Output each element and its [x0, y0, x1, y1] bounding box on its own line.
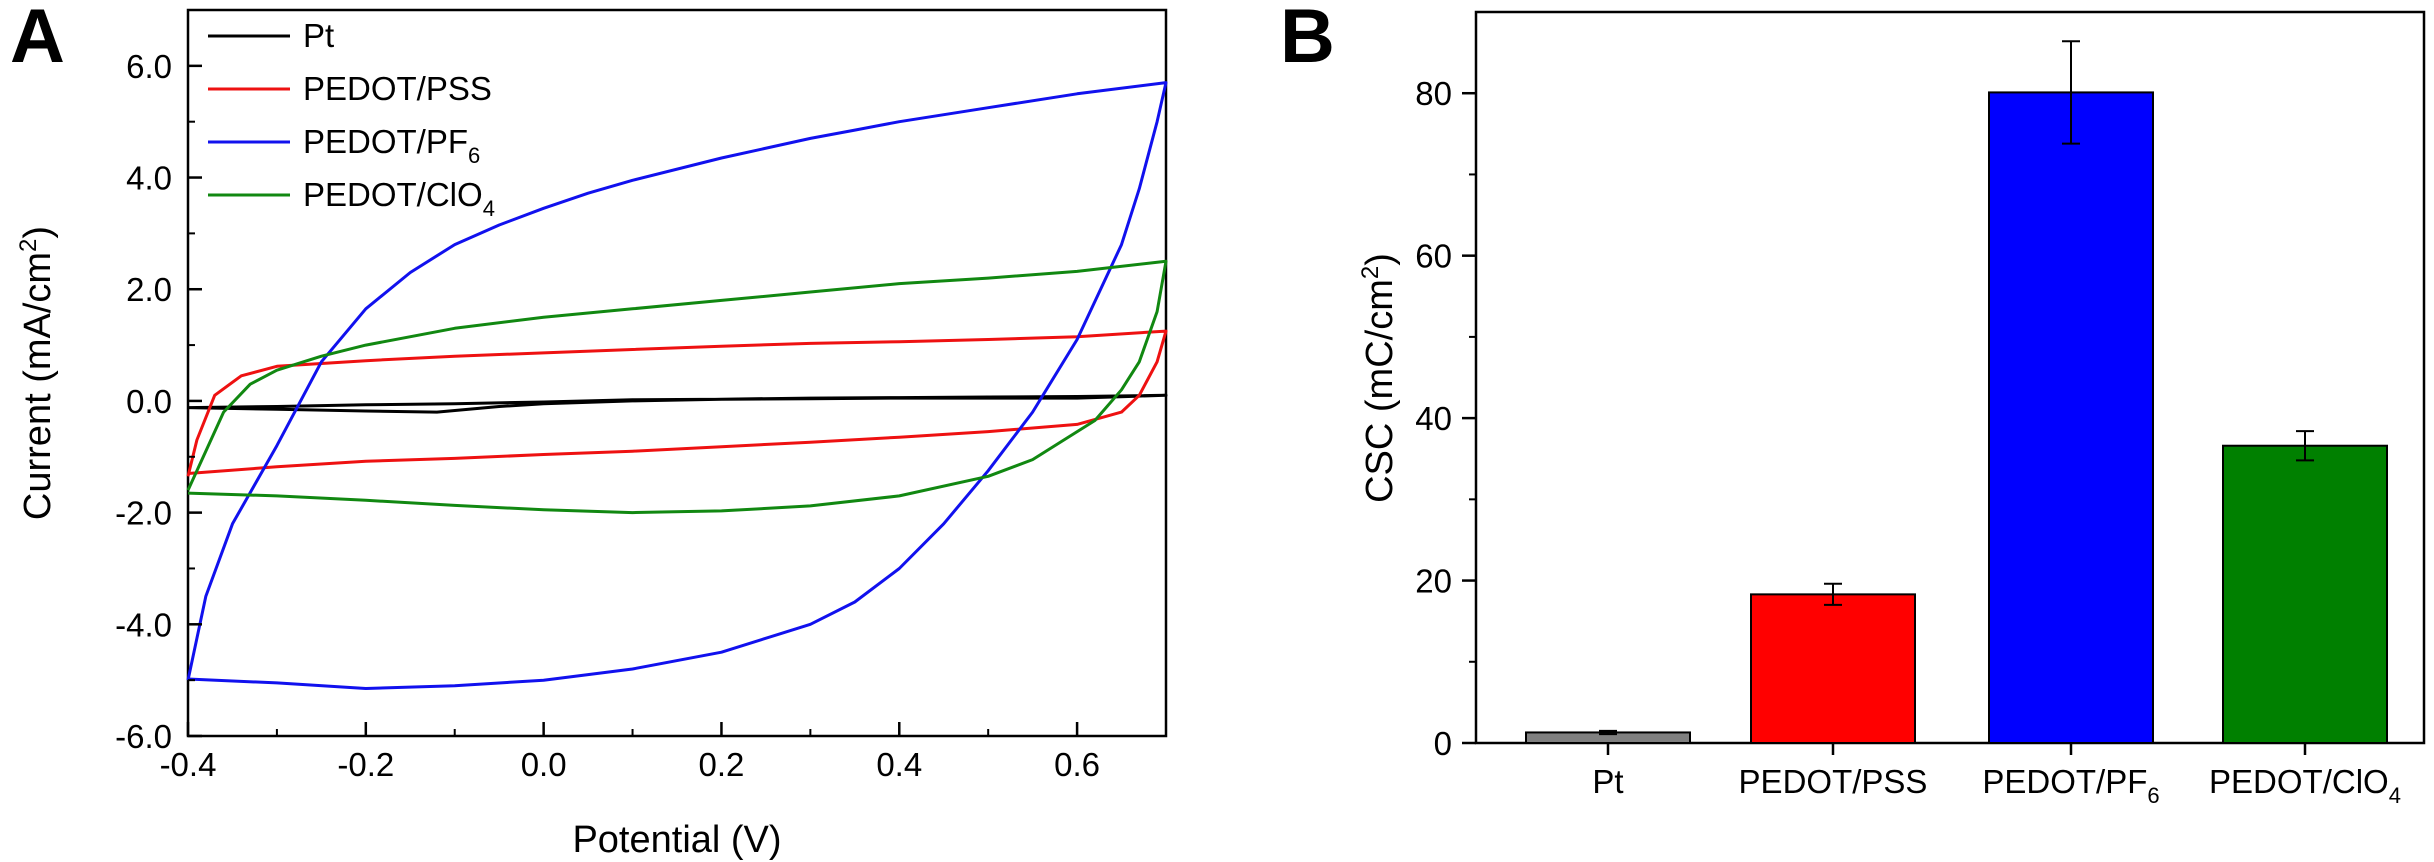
- legend-label-clo4: PEDOT/ClO4: [303, 176, 495, 221]
- panel-b-y-tick-label: 60: [1415, 238, 1452, 275]
- legend-label-pss: PEDOT/PSS: [303, 70, 492, 107]
- cv-curve-pss: [186, 329, 1168, 477]
- panel-b-y-axis-title-main: CSC (mC/cm: [1359, 279, 1401, 503]
- cv-curve-pf6: [186, 81, 1168, 690]
- panel-b-y-axis-title-sup: 2: [1357, 266, 1384, 279]
- cv-curve-clo4: [186, 259, 1168, 515]
- legend-label-pf6: PEDOT/PF6: [303, 123, 480, 168]
- panel-a-y-tick-label: -2.0: [115, 495, 172, 532]
- bar-3: [2222, 444, 2388, 744]
- panel-a-y-tick-label: 0.0: [126, 383, 172, 420]
- panel-b-y-axis-title: CSC (mC/cm2): [1357, 253, 1401, 503]
- panel-a-plot-frame: [186, 8, 1168, 738]
- legend-label-pt: Pt: [303, 17, 334, 54]
- panel-a-letter: A: [10, 0, 65, 79]
- panel-b-x-ticks: Pt PEDOT/PSS PEDOT/PF6 PEDOT/ClO4: [1592, 743, 2401, 808]
- panel-a-y-axis-title: Current (mA/cm2): [15, 226, 59, 520]
- panel-b-y-tick-label: 80: [1415, 75, 1452, 112]
- panel-a-x-tick-label: 0.6: [1054, 746, 1100, 783]
- panel-b: B Pt PEDOT/PSS PEDOT/PF6 PEDOT/ClO4 0 20 40 60…: [1280, 0, 2426, 808]
- panel-b-bars: [1525, 40, 2388, 745]
- panel-a-x-ticks: -0.4 -0.2 0.0 0.2 0.4 0.6: [160, 722, 1167, 783]
- panel-b-category-label: PEDOT/ClO4: [2209, 763, 2401, 808]
- panel-a-x-tick-label: 0.2: [699, 746, 745, 783]
- panel-a-y-tick-label: 2.0: [126, 271, 172, 308]
- panel-b-y-tick-label: 0: [1434, 725, 1452, 762]
- panel-a-curves: [186, 81, 1168, 690]
- panel-b-category-label: PEDOT/PF6: [1982, 763, 2159, 808]
- bar-1: [1750, 593, 1916, 745]
- panel-b-plot-frame: [1474, 10, 2426, 745]
- panel-b-y-ticks: 0 20 40 60 80: [1415, 75, 1476, 762]
- panel-b-letter: B: [1280, 0, 1335, 79]
- panel-b-category-label: Pt: [1592, 763, 1623, 800]
- panel-a-y-tick-label: -4.0: [115, 606, 172, 643]
- bar-2: [1988, 91, 2154, 745]
- panel-a-x-tick-label: -0.4: [160, 746, 217, 783]
- panel-a-y-axis-title-end: ): [17, 226, 59, 239]
- panel-a-y-tick-label: -6.0: [115, 718, 172, 755]
- panel-a-x-tick-label: -0.2: [337, 746, 394, 783]
- cv-curve-pt: [187, 393, 1168, 414]
- panel-a: A -0.4 -0.2 0.0 0.2 0.4 0.6 -6.0 -4.0 -2.0 0.0 2.…: [10, 0, 1168, 861]
- panel-a-y-tick-label: 6.0: [126, 48, 172, 85]
- panel-a-x-tick-label: 0.4: [876, 746, 922, 783]
- panel-a-x-tick-label: 0.0: [521, 746, 567, 783]
- panel-b-y-axis-title-end: ): [1359, 253, 1401, 266]
- panel-b-category-label: PEDOT/PSS: [1739, 763, 1928, 800]
- panel-a-x-axis-title: Potential (V): [572, 819, 781, 861]
- panel-a-y-tick-label: 4.0: [126, 160, 172, 197]
- panel-a-y-axis-title-sup: 2: [15, 239, 42, 252]
- panel-a-y-axis-title-main: Current (mA/cm: [17, 252, 59, 520]
- panel-b-y-tick-label: 20: [1415, 563, 1452, 600]
- panel-a-legend: Pt PEDOT/PSS PEDOT/PF6 PEDOT/ClO4: [208, 17, 495, 221]
- panel-b-y-tick-label: 40: [1415, 400, 1452, 437]
- panel-a-y-ticks: -6.0 -4.0 -2.0 0.0 2.0 4.0 6.0: [115, 48, 202, 755]
